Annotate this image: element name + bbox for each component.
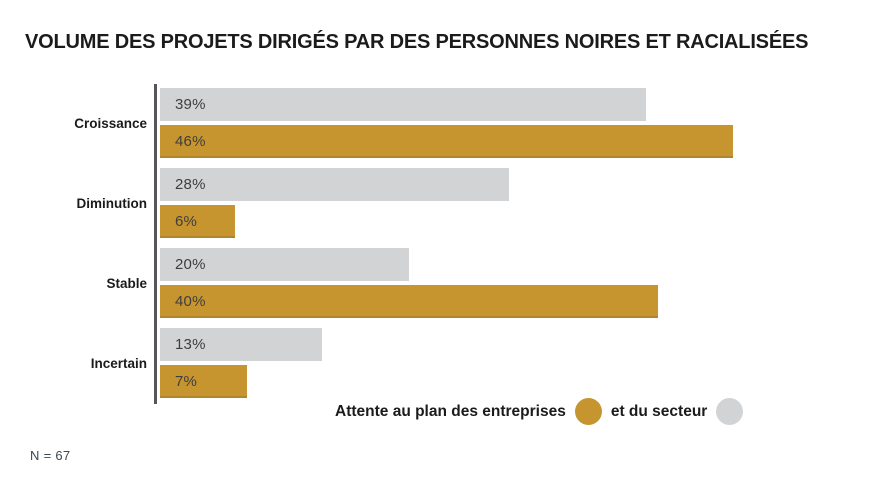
category-bars: 28% 6% (160, 168, 870, 238)
category-group: Diminution 28% 6% (0, 168, 880, 238)
legend: Attente au plan des entreprises et du se… (335, 398, 752, 425)
category-group: Croissance 39% 46% (0, 88, 880, 158)
category-bars: 39% 46% (160, 88, 870, 158)
bar-groups: Croissance 39% 46% Diminution 28% 6% Sta… (0, 88, 880, 398)
y-axis-line (154, 84, 157, 404)
category-bars: 13% 7% (160, 328, 870, 398)
category-group: Incertain 13% 7% (0, 328, 880, 398)
bar-value-label: 6% (175, 213, 198, 230)
category-label: Diminution (76, 195, 148, 211)
category-group: Stable 20% 40% (0, 248, 880, 318)
category-label: Stable (106, 275, 147, 291)
bar-value-label: 46% (175, 133, 206, 150)
company-bar: 40% (160, 285, 659, 318)
sample-size-note: N = 67 (30, 448, 71, 463)
sector-bar: 39% (160, 88, 646, 121)
company-bar: 46% (160, 125, 733, 158)
legend-secteur-label: et du secteur (610, 402, 708, 420)
category-label: Incertain (90, 355, 147, 371)
legend-secteur-swatch (716, 398, 744, 425)
bar-value-label: 7% (175, 373, 198, 390)
company-bar: 7% (160, 365, 248, 398)
sector-bar: 28% (160, 168, 509, 201)
company-bar: 6% (160, 205, 235, 238)
legend-entreprises-swatch (574, 398, 602, 425)
legend-entreprises-label: Attente au plan des entreprises (335, 402, 566, 420)
chart-title: VOLUME DES PROJETS DIRIGÉS PAR DES PERSO… (25, 31, 809, 53)
bar-value-label: 13% (175, 336, 206, 353)
bar-value-label: 40% (175, 293, 206, 310)
bar-value-label: 28% (175, 176, 206, 193)
bar-chart: Croissance 39% 46% Diminution 28% 6% Sta… (0, 84, 880, 404)
bar-value-label: 39% (175, 96, 206, 113)
bar-value-label: 20% (175, 256, 206, 273)
category-label: Croissance (74, 115, 147, 131)
sector-bar: 20% (160, 248, 410, 281)
sector-bar: 13% (160, 328, 322, 361)
category-bars: 20% 40% (160, 248, 870, 318)
